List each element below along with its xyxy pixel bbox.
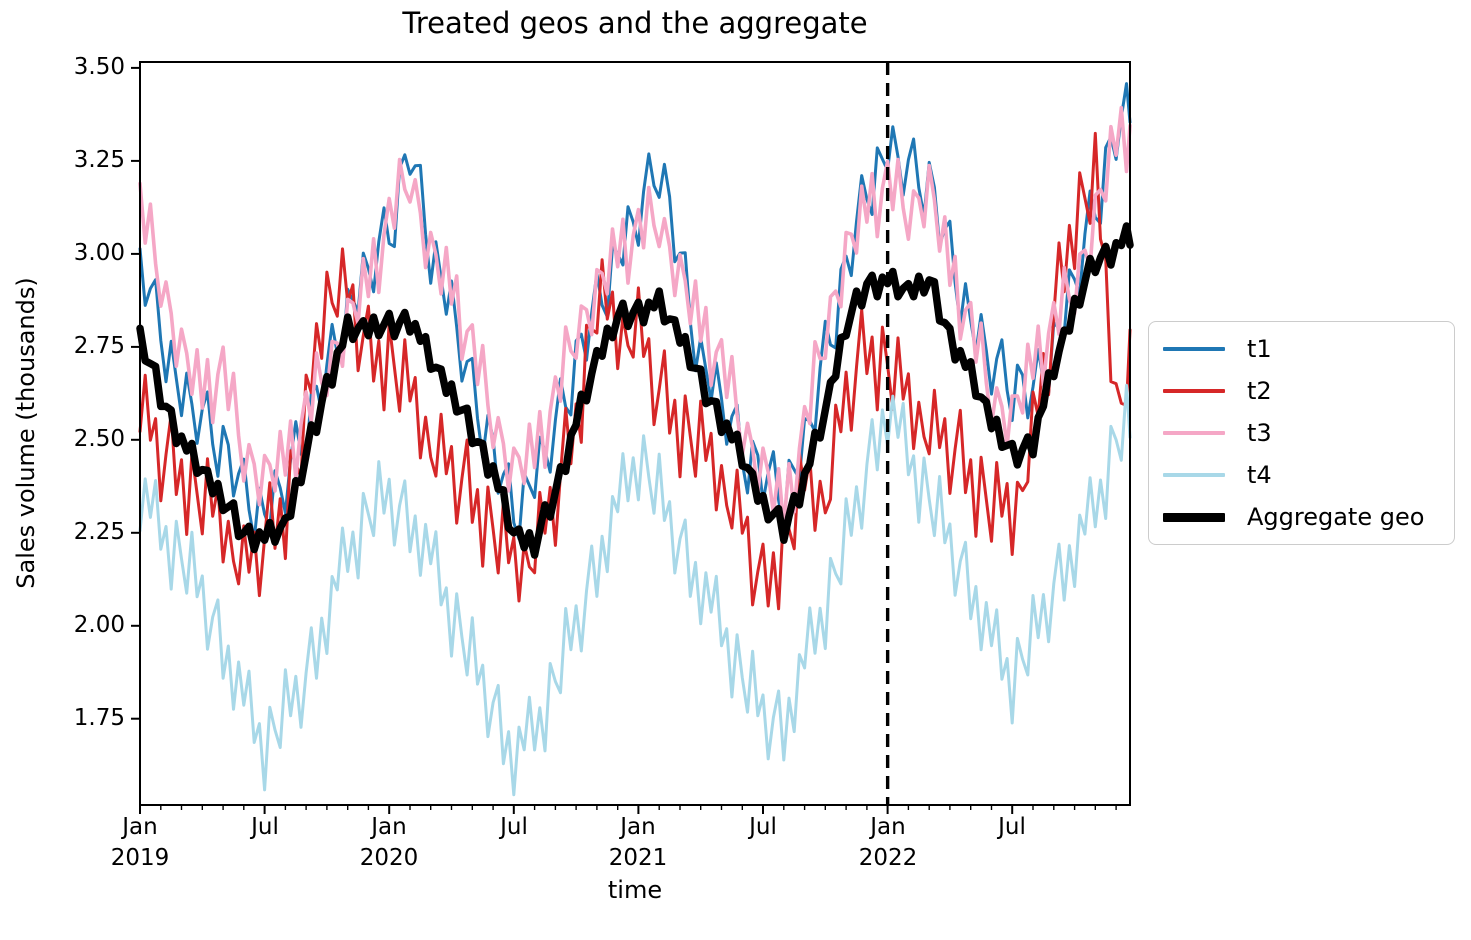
x-tick-month: Jul [500,814,528,840]
x-tick-month: Jan [620,814,656,840]
series-line-t3 [138,105,1132,529]
x-tick-label: Jan 2019 [75,812,205,874]
y-tick-label: 2.25 [73,519,125,545]
legend-entry-t2: t2 [1149,370,1454,412]
x-tick-label: Jul [947,812,1077,843]
t1-line-sample [1163,347,1225,351]
y-tick-label: 1.75 [73,705,125,731]
y-tick-label: 3.00 [73,240,125,266]
series-line-aggregate-geo [136,222,1134,559]
x-tick-month: Jul [998,814,1026,840]
legend-label: Aggregate geo [1247,503,1425,531]
x-tick-label: Jul [200,812,330,843]
legend-entry-t3: t3 [1149,412,1454,454]
y-tick-label: 2.50 [73,426,125,452]
legend: t1 t2 t3 t4 Aggregate geo [1148,321,1455,545]
chart-title: Treated geos and the aggregate [402,6,868,40]
y-tick-label: 3.25 [73,147,125,173]
x-tick-year: 2019 [110,845,170,871]
legend-entry-t4: t4 [1149,454,1454,496]
legend-entry-aggregate-geo: Aggregate geo [1149,496,1454,538]
t2-line-sample [1163,389,1225,393]
t3-line-sample [1163,431,1225,435]
x-tick-month: Jan [122,814,158,840]
legend-label: t4 [1247,461,1272,489]
x-tick-label: Jul [449,812,579,843]
legend-entry-t1: t1 [1149,328,1454,370]
legend-label: t1 [1247,335,1272,363]
t4-line-sample [1163,473,1225,477]
x-tick-label: Jan 2021 [573,812,703,874]
series-line-t2 [138,131,1132,611]
y-tick-label: 2.75 [73,333,125,359]
x-tick-month: Jul [251,814,279,840]
y-tick-label: 2.00 [73,612,125,638]
legend-label: t3 [1247,419,1272,447]
x-tick-month: Jan [870,814,906,840]
x-tick-year: 2020 [359,845,419,871]
x-tick-label: Jan 2022 [823,812,953,874]
x-tick-year: 2022 [858,845,918,871]
series-line-t4 [138,383,1132,797]
y-tick-label: 3.50 [73,54,125,80]
x-axis-label: time [607,876,663,904]
legend-label: t2 [1247,377,1272,405]
x-tick-label: Jan 2020 [324,812,454,874]
x-tick-month: Jul [749,814,777,840]
aggregate-geo-line-sample [1163,512,1225,522]
x-tick-year: 2021 [608,845,668,871]
x-tick-month: Jan [371,814,407,840]
x-tick-label: Jul [698,812,828,843]
